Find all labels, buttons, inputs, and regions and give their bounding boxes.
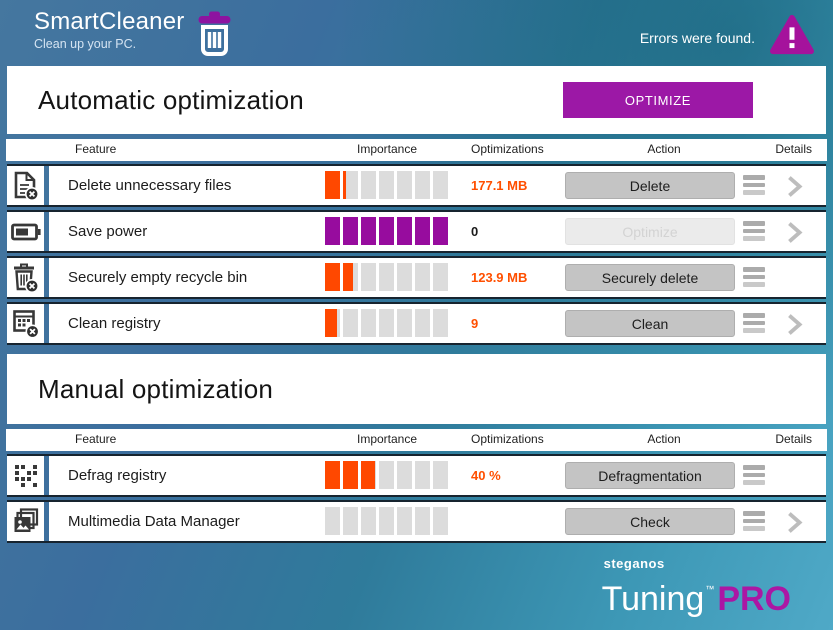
details-chevron-icon[interactable] <box>786 313 803 341</box>
optimizations-value: 123.9 MB <box>471 270 528 285</box>
optimizations-value: 40 % <box>471 468 501 483</box>
action-button[interactable]: Clean <box>565 310 735 337</box>
brand-steganos: steganos <box>603 556 665 571</box>
feature-label: Delete unnecessary files <box>68 177 232 194</box>
importance-bar <box>325 507 448 535</box>
optimize-button[interactable]: OPTIMIZE <box>563 82 753 118</box>
action-button[interactable]: Defragmentation <box>565 462 735 489</box>
feature-label: Multimedia Data Manager <box>68 513 240 530</box>
column-details: Details <box>775 142 812 156</box>
status-text: Errors were found. <box>639 29 755 46</box>
action-button[interactable]: Delete <box>565 172 735 199</box>
app-footer: steganos Tuning™PRO <box>0 546 833 630</box>
delete-files-icon <box>7 166 44 205</box>
action-button: Optimize <box>565 218 735 245</box>
optimizations-value: 9 <box>471 316 479 331</box>
column-feature: Feature <box>75 142 117 156</box>
status-area: Errors were found. <box>640 14 815 61</box>
battery-icon <box>7 212 44 251</box>
automatic-rows: Delete unnecessary files 177.1 MB Delete… <box>7 164 826 345</box>
optimizations-value: 177.1 MB <box>471 178 528 193</box>
section-title-automatic: Automatic optimization <box>38 84 304 115</box>
brand-logo: steganos Tuning™PRO <box>602 556 791 617</box>
menu-icon[interactable] <box>743 175 765 198</box>
warning-triangle-icon <box>769 14 815 61</box>
manual-optimization-panel: Manual optimization <box>7 354 826 424</box>
table-row: Clean registry 9 Clean <box>7 302 826 345</box>
column-importance: Importance <box>356 142 418 156</box>
menu-icon[interactable] <box>743 511 765 534</box>
action-button[interactable]: Securely delete <box>565 264 735 291</box>
automatic-optimization-panel: Automatic optimization OPTIMIZE <box>7 66 826 134</box>
menu-icon[interactable] <box>743 267 765 290</box>
feature-label: Save power <box>68 223 148 240</box>
column-action: Action <box>647 142 681 156</box>
feature-label: Securely empty recycle bin <box>68 269 248 286</box>
action-button[interactable]: Check <box>565 508 735 535</box>
table-row: Multimedia Data Manager Check <box>7 500 826 543</box>
column-importance: Importance <box>356 432 418 446</box>
column-header-row: Feature Importance Optimizations Action … <box>6 139 827 161</box>
trash-icon <box>196 10 233 62</box>
column-optimizations: Optimizations <box>471 432 544 446</box>
menu-icon[interactable] <box>743 221 765 244</box>
section-title-manual: Manual optimization <box>38 373 274 404</box>
column-details: Details <box>775 432 812 446</box>
table-row: Defrag registry 40 % Defragmentation <box>7 454 826 497</box>
importance-bar <box>325 461 448 489</box>
feature-label: Clean registry <box>68 315 161 332</box>
menu-icon[interactable] <box>743 465 765 488</box>
column-header-row-manual: Feature Importance Optimizations Action … <box>6 429 827 451</box>
app-header: SmartCleaner Clean up your PC. Errors we… <box>0 0 833 64</box>
feature-label: Defrag registry <box>68 467 167 484</box>
optimizations-value: 0 <box>471 224 479 239</box>
manual-rows: Defrag registry 40 % Defragmentation Mul… <box>7 454 826 543</box>
details-chevron-icon[interactable] <box>786 511 803 539</box>
table-row: Save power 0 Optimize <box>7 210 826 253</box>
recycle-bin-delete-icon <box>7 258 44 297</box>
brand-pro: PRO <box>717 580 791 618</box>
app-title: SmartCleaner <box>34 8 185 35</box>
column-action: Action <box>647 432 681 446</box>
menu-icon[interactable] <box>743 313 765 336</box>
importance-bar <box>325 309 448 337</box>
details-chevron-icon[interactable] <box>786 175 803 203</box>
app-tagline: Clean up your PC. <box>34 37 137 51</box>
column-optimizations: Optimizations <box>471 142 544 156</box>
multimedia-icon <box>7 502 44 541</box>
registry-clean-icon <box>7 304 44 343</box>
importance-bar <box>325 263 448 291</box>
app-brand: SmartCleaner Clean up your PC. <box>34 8 233 62</box>
defrag-icon <box>7 456 44 495</box>
table-row: Delete unnecessary files 177.1 MB Delete <box>7 164 826 207</box>
brand-tuning: Tuning <box>601 580 705 618</box>
importance-bar <box>325 171 448 199</box>
table-row: Securely empty recycle bin 123.9 MB Secu… <box>7 256 826 299</box>
brand-trademark: ™ <box>705 584 715 594</box>
column-feature: Feature <box>75 432 117 446</box>
importance-bar <box>325 217 448 245</box>
details-chevron-icon[interactable] <box>786 221 803 249</box>
